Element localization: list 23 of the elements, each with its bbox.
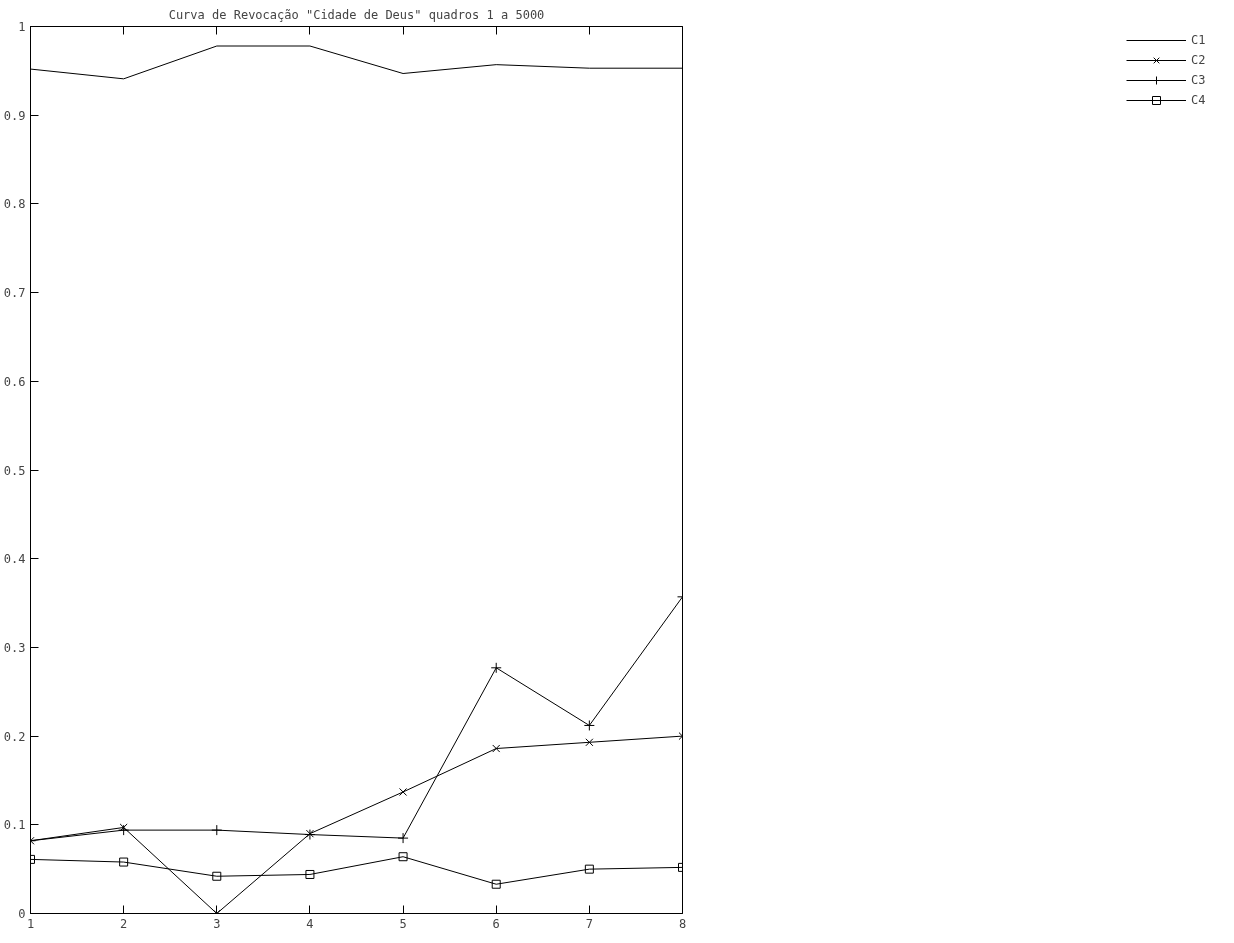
y-tick-label: 0.9 xyxy=(3,108,26,123)
x-tick-label: 6 xyxy=(492,916,500,931)
y-tick-label: 0.5 xyxy=(3,463,26,478)
x-tick-label: 3 xyxy=(213,916,221,931)
y-tick-label: 0.8 xyxy=(3,197,26,212)
y-tick-label: 0.7 xyxy=(3,286,26,301)
y-tick-label: 0 xyxy=(18,907,26,921)
chart-title: Curva de Revocação "Cidade de Deus" quadros 1 a 5000 xyxy=(168,7,545,22)
y-tick-label: 1 xyxy=(18,20,26,34)
x-tick-label: 8 xyxy=(678,916,687,931)
x-tick-label: 4 xyxy=(306,916,314,931)
x-tick-label: 7 xyxy=(585,916,593,931)
y-tick-label: 0.2 xyxy=(3,729,26,744)
legend-label: C4 xyxy=(1191,93,1207,107)
legend-label: C2 xyxy=(1191,53,1207,67)
legend-label: C1 xyxy=(1191,33,1207,47)
y-tick-label: 0.1 xyxy=(3,818,26,833)
legend-label: C3 xyxy=(1191,73,1207,87)
x-tick-label: 2 xyxy=(120,916,128,931)
y-tick-label: 0.4 xyxy=(3,552,26,567)
y-tick-label: 0.6 xyxy=(3,374,26,389)
y-tick-label: 0.3 xyxy=(3,640,26,655)
x-tick-label: 5 xyxy=(399,916,407,931)
